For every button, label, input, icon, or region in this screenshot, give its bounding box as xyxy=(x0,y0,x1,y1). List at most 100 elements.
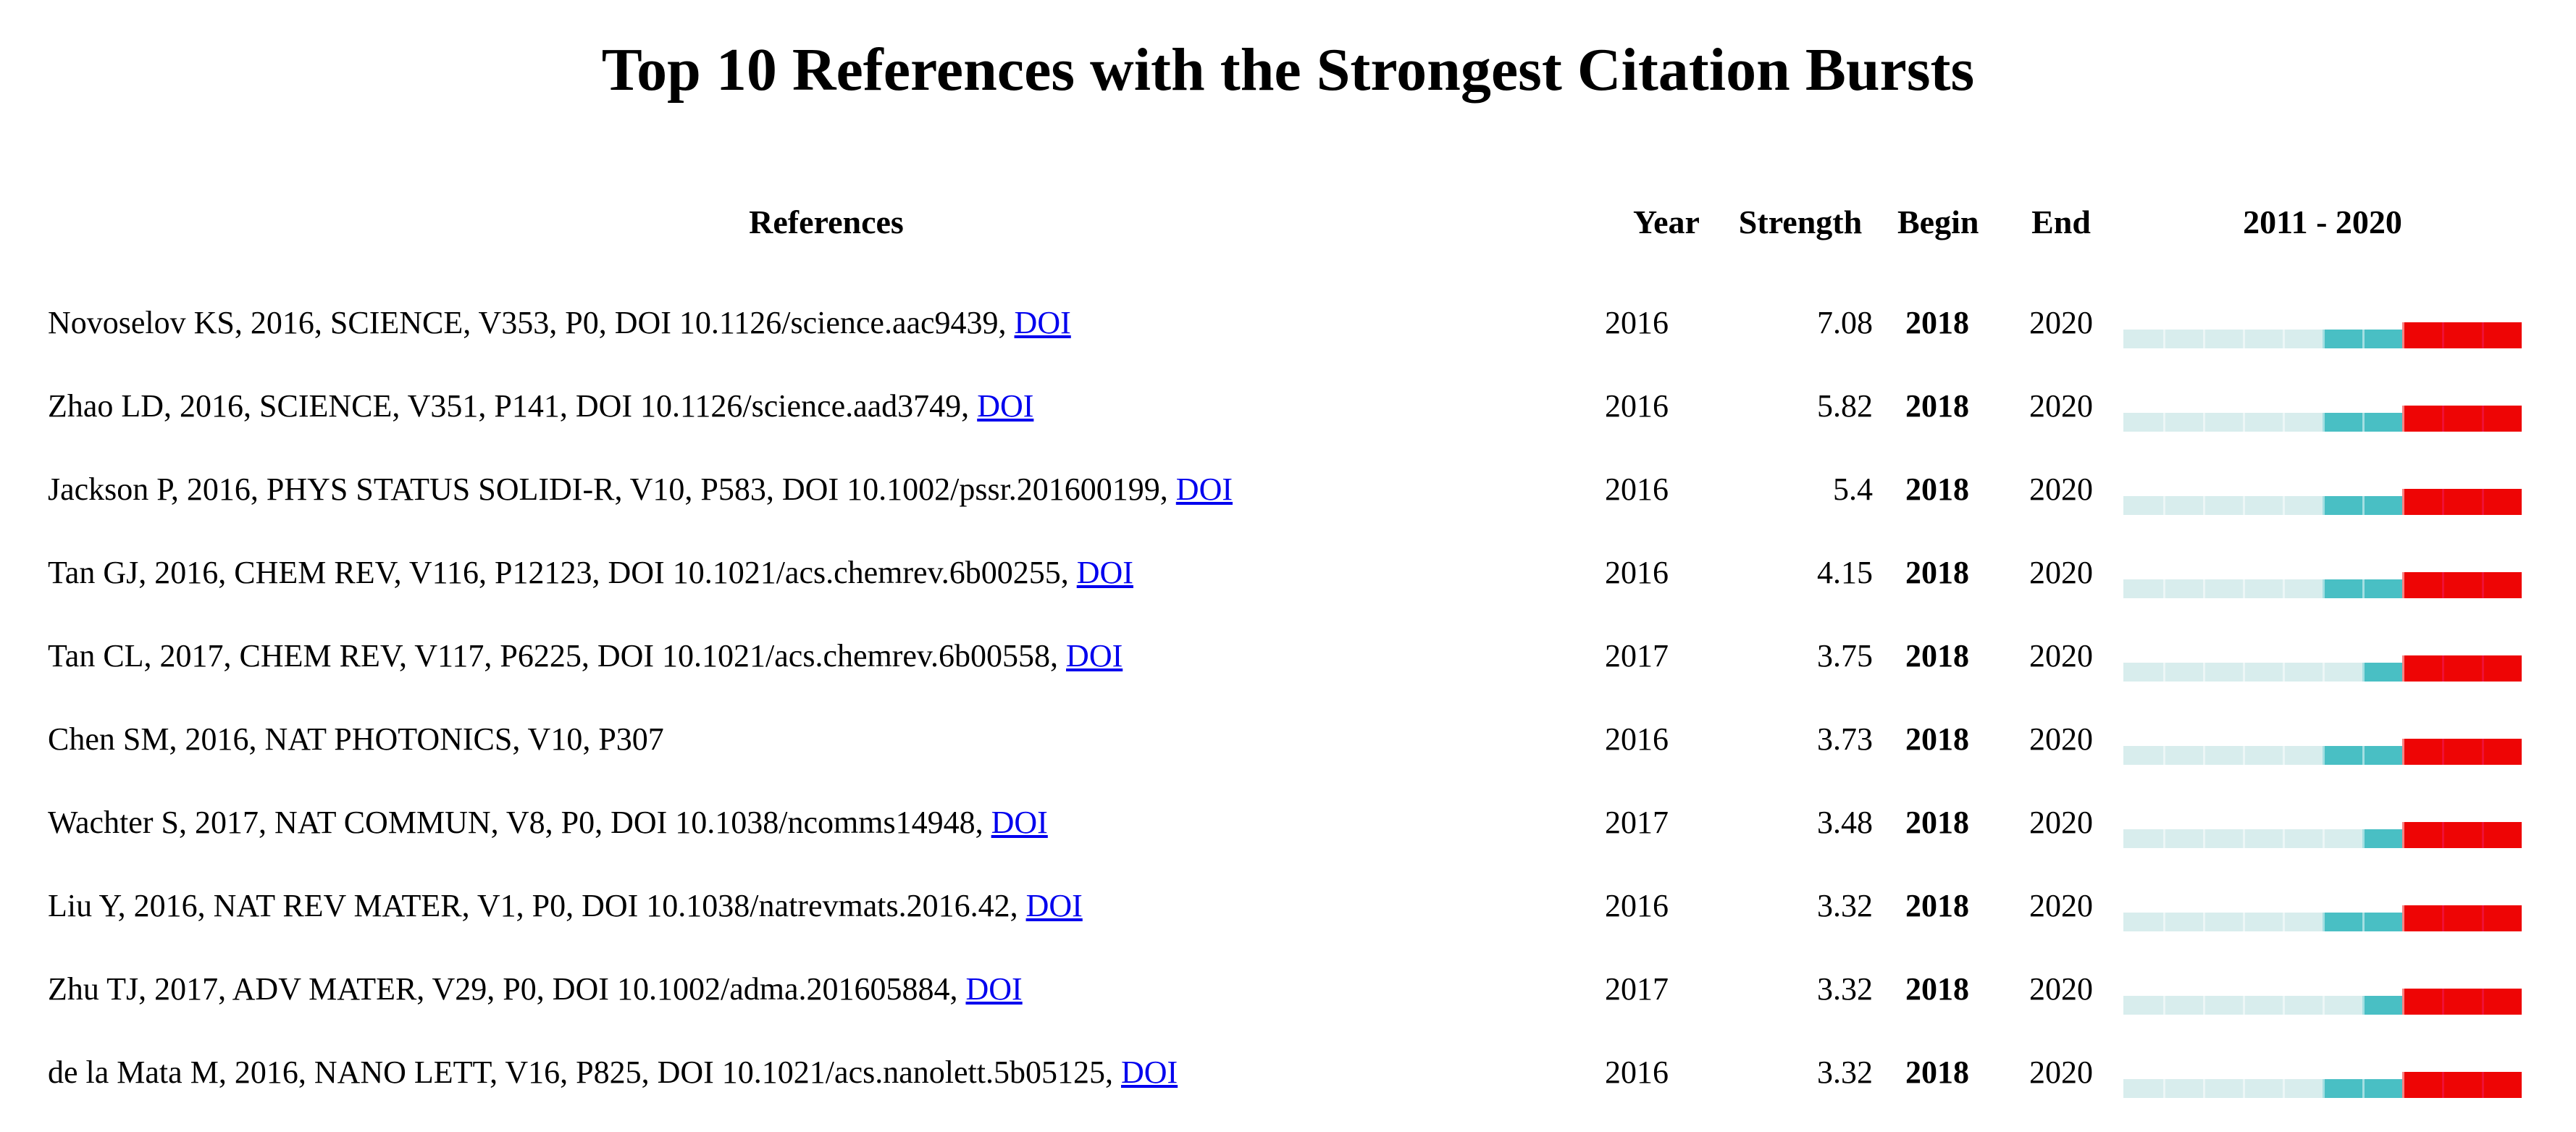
reference-cell: Tan CL, 2017, CHEM REV, V117, P6225, DOI… xyxy=(0,637,1605,674)
timeline-segment-mid xyxy=(2362,329,2402,348)
table-row: Wachter S, 2017, NAT COMMUN, V8, P0, DOI… xyxy=(0,781,2576,864)
table-row: Chen SM, 2016, NAT PHOTONICS, V10, P307 … xyxy=(0,697,2576,781)
col-header-references: References xyxy=(749,204,904,240)
doi-link[interactable]: DOI xyxy=(1014,305,1071,340)
end-cell: 2020 xyxy=(2029,721,2093,757)
table-body: Novoselov KS, 2016, SCIENCE, V353, P0, D… xyxy=(0,281,2576,1114)
timeline-segment-burst xyxy=(2482,322,2522,348)
begin-cell: 2018 xyxy=(1905,471,1969,507)
timeline-segment-pre xyxy=(2123,912,2163,931)
doi-link[interactable]: DOI xyxy=(1066,638,1123,674)
reference-cell: Chen SM, 2016, NAT PHOTONICS, V10, P307 xyxy=(0,721,1605,758)
table-row: Zhu TJ, 2017, ADV MATER, V29, P0, DOI 10… xyxy=(0,947,2576,1031)
timeline-segment-burst xyxy=(2482,655,2522,682)
begin-cell: 2018 xyxy=(1905,721,1969,757)
strength-cell: 3.73 xyxy=(1817,721,1873,757)
timeline-segment-pre xyxy=(2123,995,2163,1015)
timeline-segment-pre xyxy=(2203,412,2243,432)
strength-cell: 4.15 xyxy=(1817,555,1873,590)
timeline-segment-mid xyxy=(2362,412,2402,432)
burst-timeline xyxy=(2123,819,2522,848)
doi-link[interactable]: DOI xyxy=(965,971,1023,1007)
doi-link[interactable]: DOI xyxy=(1120,1055,1178,1090)
doi-link[interactable]: DOI xyxy=(977,388,1034,424)
timeline-segment-burst xyxy=(2442,821,2482,848)
table-row: Tan CL, 2017, CHEM REV, V117, P6225, DOI… xyxy=(0,614,2576,697)
timeline-segment-burst xyxy=(2482,905,2522,931)
timeline-segment-pre xyxy=(2243,662,2283,682)
timeline-segment-burst xyxy=(2402,405,2442,432)
timeline-segment-burst xyxy=(2482,488,2522,515)
timeline-segment-pre xyxy=(2283,412,2323,432)
timeline-segment-mid xyxy=(2362,1078,2402,1098)
timeline-segment-burst xyxy=(2482,1071,2522,1098)
col-header-begin: Begin xyxy=(1897,204,1979,240)
timeline-segment-pre xyxy=(2123,412,2163,432)
timeline-segment-pre xyxy=(2203,912,2243,931)
col-header-end: End xyxy=(2031,204,2091,240)
page-title: Top 10 References with the Strongest Cit… xyxy=(601,36,1975,104)
year-cell: 2017 xyxy=(1605,638,1669,674)
timeline-segment-pre xyxy=(2243,329,2283,348)
reference-text: Liu Y, 2016, NAT REV MATER, V1, P0, DOI … xyxy=(48,888,1018,923)
col-header-timeline: 2011 - 2020 xyxy=(2243,204,2402,240)
timeline-segment-burst xyxy=(2402,655,2442,682)
doi-link[interactable]: DOI xyxy=(991,805,1048,840)
reference-cell: de la Mata M, 2016, NANO LETT, V16, P825… xyxy=(0,1054,1605,1091)
strength-cell: 3.32 xyxy=(1817,888,1873,923)
timeline-segment-burst xyxy=(2442,655,2482,682)
timeline-segment-pre xyxy=(2163,495,2203,515)
col-header-year: Year xyxy=(1633,204,1700,240)
timeline-segment-burst xyxy=(2402,821,2442,848)
reference-text: Tan GJ, 2016, CHEM REV, V116, P12123, DO… xyxy=(48,555,1069,590)
timeline-segment-pre xyxy=(2123,495,2163,515)
doi-link[interactable]: DOI xyxy=(1025,888,1083,923)
timeline-segment-mid xyxy=(2362,995,2402,1015)
timeline-segment-mid xyxy=(2323,579,2362,598)
timeline-segment-pre xyxy=(2283,912,2323,931)
timeline-segment-burst xyxy=(2442,571,2482,598)
begin-cell: 2018 xyxy=(1905,555,1969,590)
begin-cell: 2018 xyxy=(1905,1055,1969,1090)
timeline-segment-burst xyxy=(2442,405,2482,432)
reference-text: Zhu TJ, 2017, ADV MATER, V29, P0, DOI 10… xyxy=(48,971,958,1007)
reference-text: Wachter S, 2017, NAT COMMUN, V8, P0, DOI… xyxy=(48,805,983,840)
timeline-segment-mid xyxy=(2362,662,2402,682)
timeline-segment-mid xyxy=(2323,495,2362,515)
timeline-segment-burst xyxy=(2442,322,2482,348)
table-row: Zhao LD, 2016, SCIENCE, V351, P141, DOI … xyxy=(0,364,2576,448)
doi-link[interactable]: DOI xyxy=(1175,471,1233,507)
timeline-segment-pre xyxy=(2203,829,2243,848)
begin-cell: 2018 xyxy=(1905,388,1969,424)
year-cell: 2016 xyxy=(1605,888,1669,923)
timeline-segment-pre xyxy=(2283,995,2323,1015)
burst-timeline xyxy=(2123,1069,2522,1098)
timeline-segment-pre xyxy=(2163,912,2203,931)
timeline-segment-pre xyxy=(2203,329,2243,348)
doi-link[interactable]: DOI xyxy=(1076,555,1133,590)
timeline-segment-mid xyxy=(2323,912,2362,931)
strength-cell: 3.48 xyxy=(1817,805,1873,840)
timeline-segment-pre xyxy=(2163,329,2203,348)
timeline-segment-pre xyxy=(2283,329,2323,348)
timeline-segment-pre xyxy=(2243,579,2283,598)
timeline-segment-burst xyxy=(2402,1071,2442,1098)
end-cell: 2020 xyxy=(2029,305,2093,340)
timeline-segment-burst xyxy=(2402,988,2442,1015)
timeline-segment-pre xyxy=(2163,662,2203,682)
reference-cell: Liu Y, 2016, NAT REV MATER, V1, P0, DOI … xyxy=(0,887,1605,924)
timeline-segment-burst xyxy=(2442,1071,2482,1098)
strength-cell: 7.08 xyxy=(1817,305,1873,340)
timeline-segment-pre xyxy=(2283,579,2323,598)
timeline-segment-pre xyxy=(2123,329,2163,348)
timeline-segment-burst xyxy=(2402,738,2442,765)
timeline-segment-burst xyxy=(2402,322,2442,348)
timeline-segment-pre xyxy=(2243,1078,2283,1098)
table-row: de la Mata M, 2016, NANO LETT, V16, P825… xyxy=(0,1031,2576,1114)
timeline-segment-mid xyxy=(2323,1078,2362,1098)
end-cell: 2020 xyxy=(2029,471,2093,507)
table-row: Tan GJ, 2016, CHEM REV, V116, P12123, DO… xyxy=(0,531,2576,614)
strength-cell: 3.32 xyxy=(1817,971,1873,1007)
year-cell: 2017 xyxy=(1605,805,1669,840)
timeline-segment-mid xyxy=(2323,329,2362,348)
